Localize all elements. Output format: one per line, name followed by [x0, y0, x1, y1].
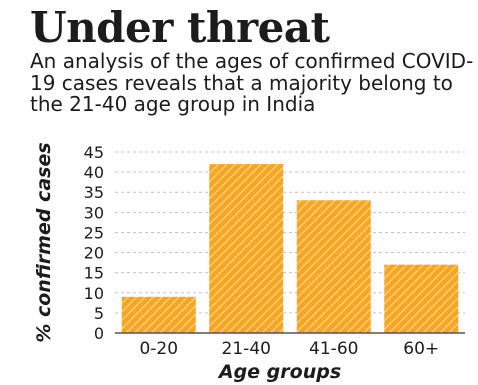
y-tick-label: 45	[84, 143, 104, 162]
x-tick-label: 0-20	[139, 339, 178, 359]
y-tick-label: 5	[94, 304, 104, 323]
bar-41-60	[296, 200, 371, 333]
chart-subtitle: An analysis of the ages of confirmed COV…	[30, 49, 474, 116]
y-tick-label: 35	[84, 183, 104, 202]
chart-title: Under threat	[30, 3, 330, 52]
y-tick-label: 0	[94, 324, 104, 343]
x-axis-ticks: 0-20 21-40 41-60 60+	[139, 339, 439, 359]
y-axis-title: % confirmed cases	[33, 142, 55, 342]
x-tick-label: 21-40	[222, 339, 271, 359]
y-tick-label: 20	[84, 244, 104, 263]
bars	[121, 164, 459, 333]
y-tick-label: 30	[84, 203, 104, 222]
y-tick-label: 40	[84, 163, 104, 182]
bar-21-40	[209, 164, 284, 333]
x-axis-title: Age groups	[217, 361, 341, 383]
gridlines	[115, 151, 465, 314]
bar-0-20	[121, 296, 196, 333]
x-tick-label: 41-60	[309, 339, 358, 359]
y-tick-label: 10	[84, 284, 104, 303]
x-tick-label: 60+	[403, 339, 439, 359]
y-tick-label: 15	[84, 264, 104, 283]
bar-60+	[384, 264, 459, 333]
y-tick-label: 25	[84, 223, 104, 242]
